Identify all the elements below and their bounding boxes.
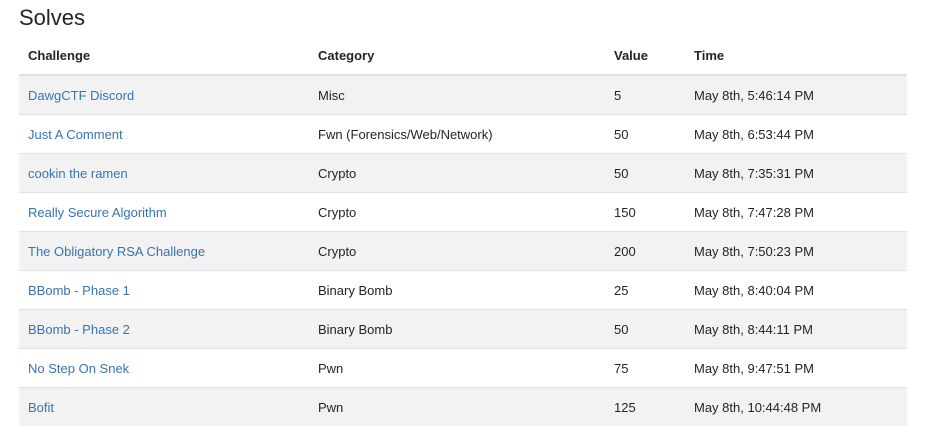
table-row: cookin the ramen Crypto 50 May 8th, 7:35…	[19, 153, 907, 193]
category-cell: Misc	[309, 74, 605, 115]
challenge-link[interactable]: Really Secure Algorithm	[28, 204, 167, 220]
challenge-link[interactable]: BBomb - Phase 1	[28, 282, 130, 298]
challenge-link[interactable]: DawgCTF Discord	[28, 87, 135, 103]
value-cell: 50	[605, 153, 685, 193]
header-value: Value	[605, 36, 685, 76]
time-cell: May 8th, 5:46:14 PM	[685, 74, 907, 115]
category-cell: Pwn	[309, 387, 605, 426]
header-category: Category	[309, 36, 605, 76]
challenge-cell: No Step On Snek	[19, 348, 309, 388]
category-cell: Pwn	[309, 348, 605, 388]
challenge-link[interactable]: Bofit	[28, 399, 55, 415]
challenge-cell: Really Secure Algorithm	[19, 192, 309, 232]
category-cell: Binary Bomb	[309, 270, 605, 310]
time-cell: May 8th, 7:50:23 PM	[685, 231, 907, 271]
table-row: BBomb - Phase 1 Binary Bomb 25 May 8th, …	[19, 270, 907, 310]
challenge-cell: BBomb - Phase 1	[19, 270, 309, 310]
category-cell: Crypto	[309, 192, 605, 232]
header-challenge: Challenge	[19, 36, 309, 76]
challenge-cell: BBomb - Phase 2	[19, 309, 309, 349]
challenge-cell: cookin the ramen	[19, 153, 309, 193]
category-cell: Binary Bomb	[309, 309, 605, 349]
table-row: DawgCTF Discord Misc 5 May 8th, 5:46:14 …	[19, 74, 907, 115]
time-cell: May 8th, 8:40:04 PM	[685, 270, 907, 310]
value-cell: 50	[605, 309, 685, 349]
category-cell: Crypto	[309, 153, 605, 193]
challenge-link[interactable]: cookin the ramen	[28, 165, 128, 181]
section-title: Solves	[19, 5, 86, 30]
table-row: The Obligatory RSA Challenge Crypto 200 …	[19, 231, 907, 271]
challenge-link[interactable]: The Obligatory RSA Challenge	[28, 243, 206, 259]
value-cell: 150	[605, 192, 685, 232]
table-row: BBomb - Phase 2 Binary Bomb 50 May 8th, …	[19, 309, 907, 349]
table-row: Just A Comment Fwn (Forensics/Web/Networ…	[19, 114, 907, 154]
challenge-cell: Just A Comment	[19, 114, 309, 154]
table-body: DawgCTF Discord Misc 5 May 8th, 5:46:14 …	[19, 74, 907, 426]
value-cell: 50	[605, 114, 685, 154]
value-cell: 25	[605, 270, 685, 310]
challenge-cell: Bofit	[19, 387, 309, 426]
value-cell: 5	[605, 74, 685, 115]
time-cell: May 8th, 10:44:48 PM	[685, 387, 907, 426]
solves-table: Challenge Category Value Time DawgCTF Di…	[19, 36, 907, 426]
value-cell: 75	[605, 348, 685, 388]
time-cell: May 8th, 8:44:11 PM	[685, 309, 907, 349]
category-cell: Crypto	[309, 231, 605, 271]
value-cell: 125	[605, 387, 685, 426]
table-header: Challenge Category Value Time	[19, 36, 907, 76]
challenge-link[interactable]: Just A Comment	[28, 126, 123, 142]
table-row: No Step On Snek Pwn 75 May 8th, 9:47:51 …	[19, 348, 907, 388]
time-cell: May 8th, 6:53:44 PM	[685, 114, 907, 154]
time-cell: May 8th, 7:35:31 PM	[685, 153, 907, 193]
challenge-link[interactable]: No Step On Snek	[28, 360, 130, 376]
table-row: Bofit Pwn 125 May 8th, 10:44:48 PM	[19, 387, 907, 426]
value-cell: 200	[605, 231, 685, 271]
challenge-cell: The Obligatory RSA Challenge	[19, 231, 309, 271]
category-cell: Fwn (Forensics/Web/Network)	[309, 114, 605, 154]
header-row: Challenge Category Value Time	[19, 36, 907, 76]
time-cell: May 8th, 7:47:28 PM	[685, 192, 907, 232]
challenge-link[interactable]: BBomb - Phase 2	[28, 321, 130, 337]
table-row: Really Secure Algorithm Crypto 150 May 8…	[19, 192, 907, 232]
header-time: Time	[685, 36, 907, 76]
challenge-cell: DawgCTF Discord	[19, 74, 309, 115]
time-cell: May 8th, 9:47:51 PM	[685, 348, 907, 388]
